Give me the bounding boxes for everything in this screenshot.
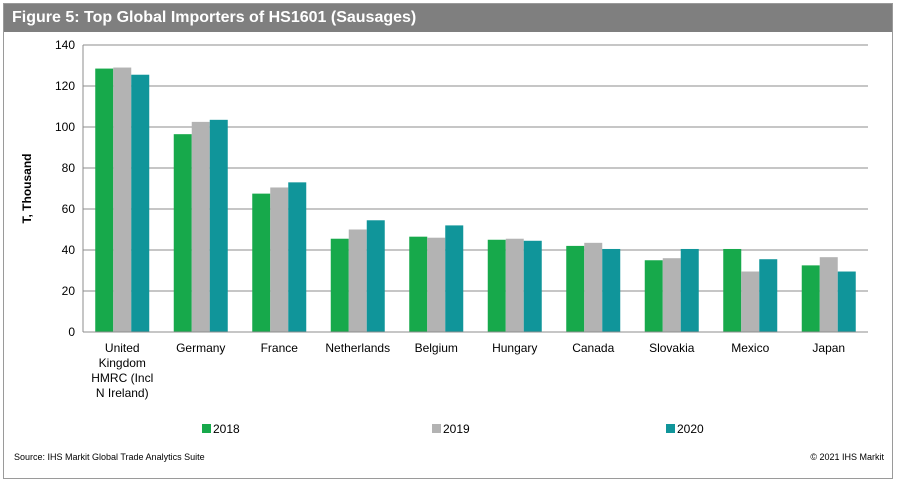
y-tick-label: 100 <box>55 120 75 134</box>
bar-2020-3 <box>366 220 385 332</box>
y-tick-label: 60 <box>62 202 76 216</box>
bar-2020-6 <box>602 248 621 332</box>
legend-label-2019: 2019 <box>443 422 470 436</box>
x-tick-label: Germany <box>176 341 225 355</box>
y-tick-label: 0 <box>68 325 75 339</box>
legend-swatch-2018 <box>202 424 211 433</box>
y-axis-title: T, Thousand <box>20 154 34 224</box>
figure-title: Figure 5: Top Global Importers of HS1601… <box>4 4 892 32</box>
bar-2018-1 <box>173 134 192 332</box>
bar-2018-8 <box>723 248 742 332</box>
bar-2020-9 <box>837 271 856 332</box>
bar-2019-9 <box>819 257 838 332</box>
bar-2020-5 <box>523 240 542 332</box>
bar-2020-4 <box>445 225 464 332</box>
legend-label-2018: 2018 <box>213 422 240 436</box>
bar-2019-0 <box>113 67 132 333</box>
legend-swatch-2019 <box>432 424 441 433</box>
bar-2019-3 <box>348 229 367 332</box>
bar-2019-7 <box>662 258 681 332</box>
x-tick-label: Canada <box>572 341 614 355</box>
bar-2019-5 <box>505 238 524 332</box>
bar-2020-8 <box>759 259 778 332</box>
x-tick-label: Mexico <box>731 341 769 355</box>
y-tick-label: 80 <box>62 161 76 175</box>
x-tick-label: Hungary <box>492 341 537 355</box>
bar-2020-1 <box>209 119 228 332</box>
y-tick-label: 140 <box>55 38 75 52</box>
bar-2018-2 <box>252 193 271 332</box>
bar-2020-2 <box>288 182 307 332</box>
bar-2018-5 <box>487 239 506 332</box>
bar-2018-9 <box>801 265 820 332</box>
bar-2019-8 <box>741 271 760 332</box>
bar-2019-6 <box>584 242 603 332</box>
bar-2020-7 <box>680 248 699 332</box>
y-tick-label: 40 <box>62 243 76 257</box>
x-tick-label: Netherlands <box>325 341 390 355</box>
source-note: Source: IHS Markit Global Trade Analytic… <box>14 452 205 462</box>
x-tick-label: United Kingdom HMRC (Incl N Ireland) <box>91 341 153 400</box>
figure-frame: Figure 5: Top Global Importers of HS1601… <box>3 3 893 479</box>
legend-swatch-2020 <box>666 424 675 433</box>
x-tick-label: Slovakia <box>649 341 695 355</box>
bar-2018-6 <box>566 245 585 332</box>
y-tick-label: 120 <box>55 79 75 93</box>
bar-2018-0 <box>95 68 114 332</box>
legend-label-2020: 2020 <box>677 422 704 436</box>
x-tick-label: Japan <box>812 341 845 355</box>
bar-2018-4 <box>409 236 428 332</box>
bar-2018-7 <box>644 260 663 332</box>
bar-2020-0 <box>131 74 150 332</box>
bar-2019-2 <box>270 187 289 332</box>
x-tick-label: France <box>261 341 299 355</box>
bar-2019-4 <box>427 237 446 332</box>
copyright-note: © 2021 IHS Markit <box>810 452 884 462</box>
bar-2018-3 <box>330 238 349 332</box>
x-tick-label: Belgium <box>415 341 458 355</box>
bar-2019-1 <box>191 121 210 332</box>
y-tick-label: 20 <box>62 284 76 298</box>
